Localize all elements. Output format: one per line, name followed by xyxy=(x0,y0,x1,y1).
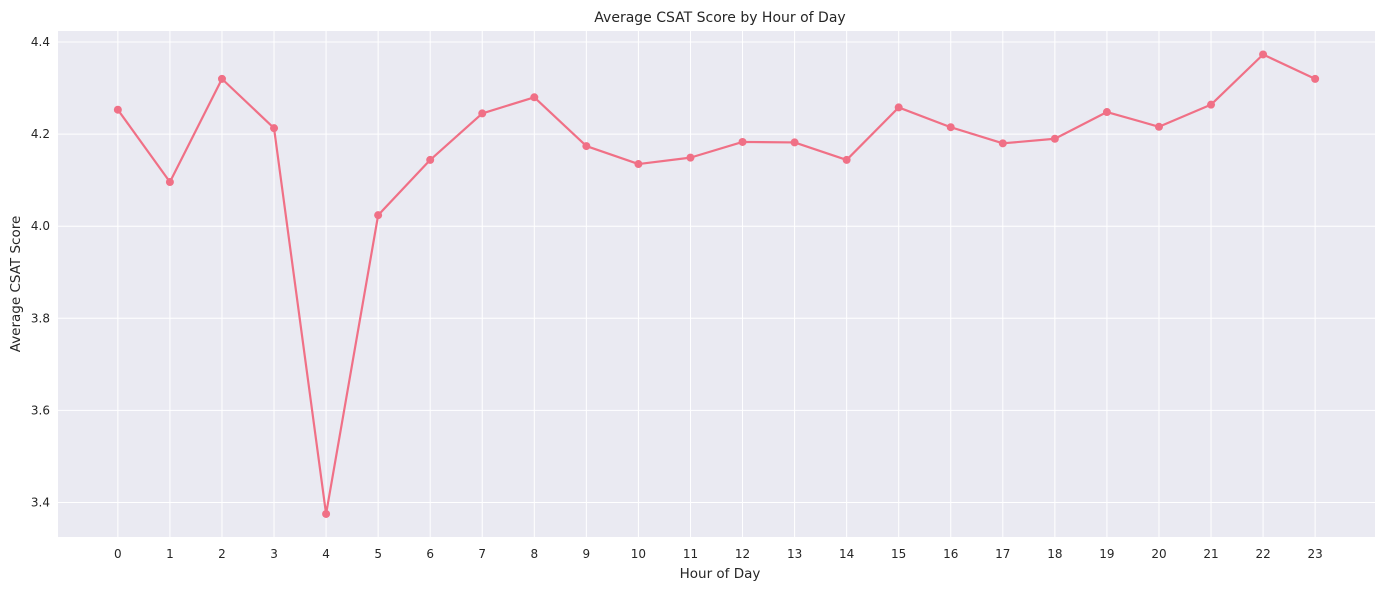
data-point xyxy=(686,153,695,162)
y-tick-label: 3.8 xyxy=(31,311,50,325)
data-point xyxy=(322,509,331,518)
data-point xyxy=(1311,74,1320,83)
data-point xyxy=(530,93,539,102)
data-point xyxy=(1050,134,1059,143)
x-tick-label: 21 xyxy=(1203,547,1218,561)
x-tick-label: 1 xyxy=(166,547,174,561)
x-tick-label: 11 xyxy=(683,547,698,561)
series-layer xyxy=(113,50,1320,518)
x-tick-label: 17 xyxy=(995,547,1010,561)
data-point xyxy=(738,137,747,146)
x-axis-ticks: 0 1 2 3 4 5 6 7 8 9 10 11 12 13 14 15 16 17 18 19 20 21 22 23 xyxy=(114,547,1323,561)
x-tick-label: 0 xyxy=(114,547,122,561)
grid-lines xyxy=(58,31,1375,537)
data-point xyxy=(270,124,279,133)
y-tick-label: 4.2 xyxy=(31,127,50,141)
data-point xyxy=(582,142,591,151)
data-point xyxy=(634,160,643,169)
x-tick-label: 14 xyxy=(839,547,854,561)
x-tick-label: 16 xyxy=(943,547,958,561)
x-tick-label: 13 xyxy=(787,547,802,561)
x-tick-label: 23 xyxy=(1307,547,1322,561)
data-point xyxy=(478,109,487,118)
data-point xyxy=(1154,122,1163,131)
data-point xyxy=(1102,108,1111,117)
y-tick-label: 3.4 xyxy=(31,495,50,509)
x-tick-label: 12 xyxy=(735,547,750,561)
data-point xyxy=(217,74,226,83)
x-tick-label: 10 xyxy=(631,547,646,561)
data-point xyxy=(894,103,903,112)
x-tick-label: 7 xyxy=(478,547,486,561)
y-tick-label: 3.6 xyxy=(31,403,50,417)
x-tick-label: 5 xyxy=(374,547,382,561)
data-point xyxy=(790,138,799,147)
x-axis-label: Hour of Day xyxy=(680,566,761,582)
data-point xyxy=(374,211,383,220)
x-tick-label: 2 xyxy=(218,547,226,561)
y-axis-label: Average CSAT Score xyxy=(8,216,24,353)
y-axis-ticks: 3.4 3.6 3.8 4.0 4.2 4.4 xyxy=(31,35,50,509)
x-tick-label: 15 xyxy=(891,547,906,561)
x-tick-label: 19 xyxy=(1099,547,1114,561)
data-point xyxy=(1259,50,1268,59)
data-point xyxy=(842,155,851,164)
x-tick-label: 8 xyxy=(530,547,538,561)
data-point xyxy=(113,105,122,114)
x-tick-label: 22 xyxy=(1255,547,1270,561)
plot-area xyxy=(58,31,1375,537)
data-point xyxy=(165,178,174,187)
chart-title: Average CSAT Score by Hour of Day xyxy=(594,10,845,26)
data-point xyxy=(946,123,955,132)
data-point xyxy=(426,155,435,164)
x-tick-label: 18 xyxy=(1047,547,1062,561)
x-tick-label: 6 xyxy=(426,547,434,561)
data-point xyxy=(1207,100,1216,109)
x-tick-label: 20 xyxy=(1151,547,1166,561)
series-line xyxy=(116,53,1316,516)
x-tick-label: 4 xyxy=(322,547,330,561)
y-tick-label: 4.0 xyxy=(31,219,50,233)
x-tick-label: 3 xyxy=(270,547,278,561)
x-tick-label: 9 xyxy=(583,547,591,561)
y-tick-label: 4.4 xyxy=(31,35,50,49)
data-point xyxy=(998,139,1007,148)
